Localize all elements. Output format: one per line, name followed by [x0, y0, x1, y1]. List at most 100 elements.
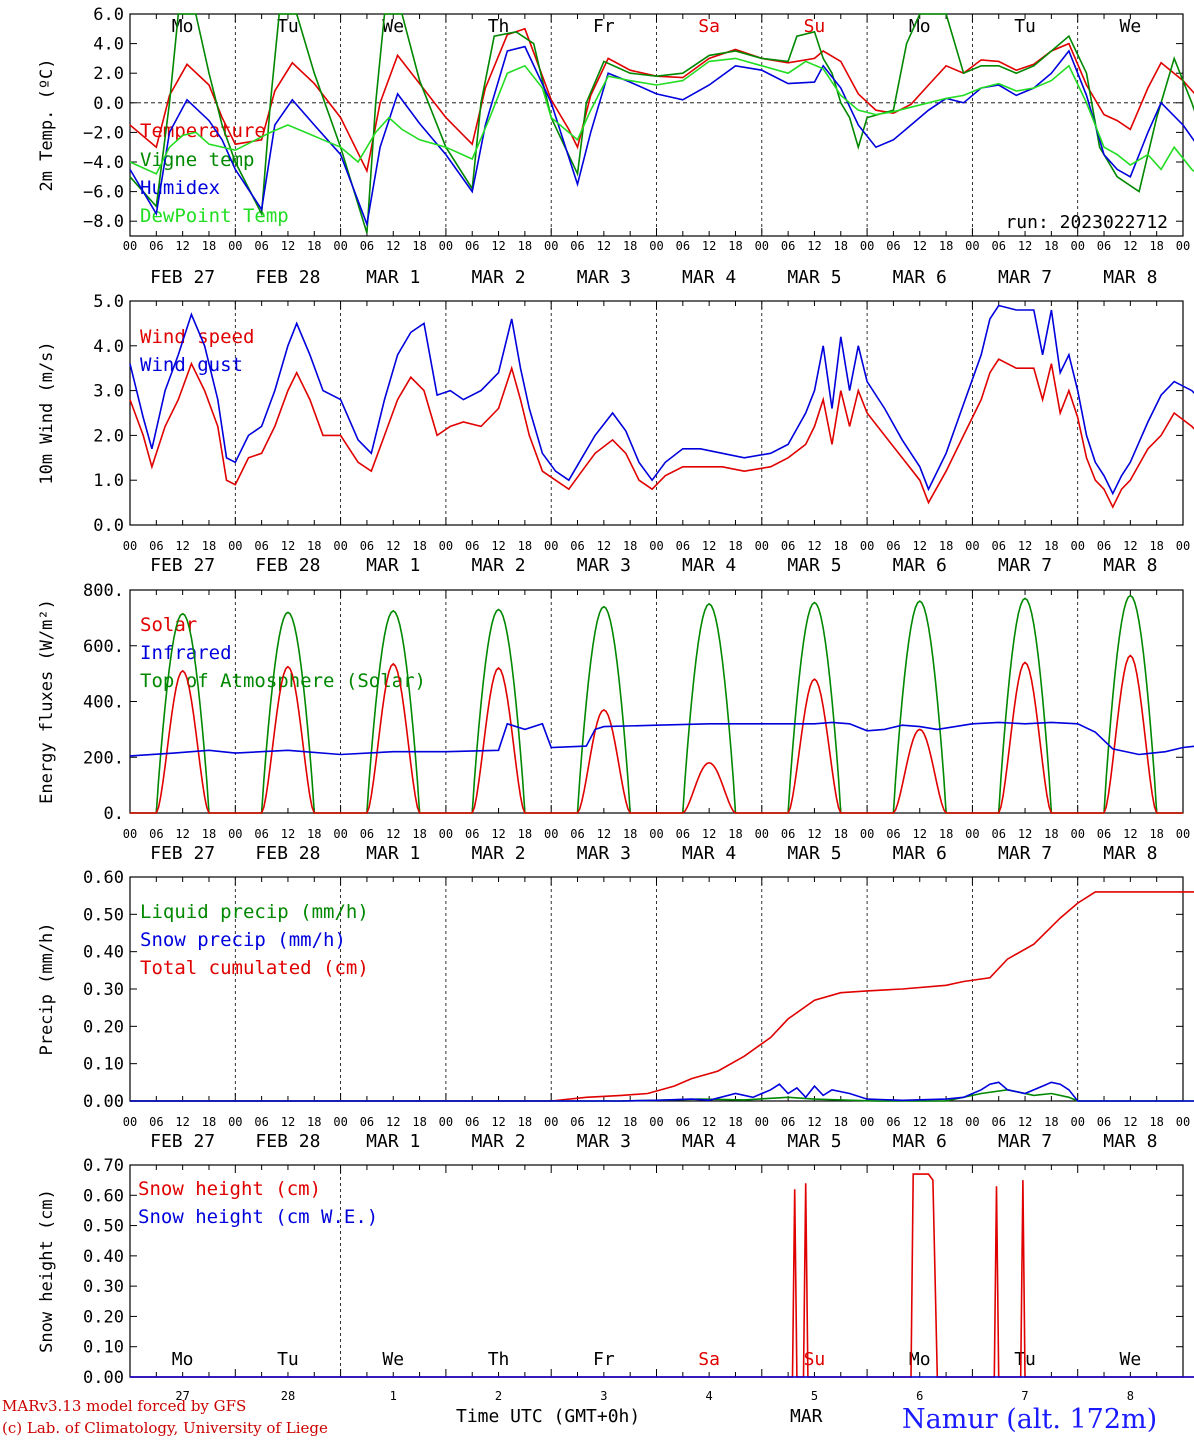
legend-entry: Infrared: [140, 642, 232, 664]
hour-label: 06: [676, 239, 690, 253]
hour-label: 18: [834, 827, 848, 841]
y-tick-label: −8.0: [83, 212, 124, 232]
weekday-label: Fr: [593, 16, 615, 37]
panel-2: 0.0 1.0 2.0 3.0 4.0 5.0 10m Wind (m/s) 00 06 12 18…: [37, 292, 1194, 576]
hour-label: 18: [518, 239, 532, 253]
hour-label: 18: [412, 1115, 426, 1129]
hour-label: 00: [333, 1115, 347, 1129]
hour-label: 00: [1176, 239, 1190, 253]
y-axis-label: 10m Wind (m/s): [37, 341, 57, 484]
hour-label: 00: [965, 539, 979, 553]
hour-label: 18: [412, 827, 426, 841]
weekday-label: Mo: [909, 1349, 931, 1370]
legend-entry: Snow height (cm W.E.): [138, 1206, 378, 1228]
hour-label: 12: [281, 1115, 295, 1129]
series-temperature: [129, 27, 1194, 174]
hour-label: 00: [649, 539, 663, 553]
date-label: MAR 7: [998, 555, 1052, 576]
y-tick-label: −2.0: [83, 123, 124, 143]
hour-label: 18: [1149, 539, 1163, 553]
hour-label: 00: [1070, 539, 1084, 553]
hour-label: 00: [860, 239, 874, 253]
hour-label: 06: [360, 239, 374, 253]
date-label: MAR 5: [787, 267, 841, 288]
hour-label: 06: [465, 827, 479, 841]
bottom-day-number: 28: [281, 1389, 295, 1403]
hour-label: 06: [886, 827, 900, 841]
hour-label: 06: [360, 827, 374, 841]
hour-label: 00: [123, 539, 137, 553]
series-snow-precip-mm-h: [130, 1081, 1194, 1102]
hour-label: 00: [544, 239, 558, 253]
hour-label: 12: [913, 539, 927, 553]
y-axis-label: 2m Temp. (ºC): [37, 58, 57, 191]
hour-label: 12: [1018, 1115, 1032, 1129]
bottom-day-number: 4: [706, 1389, 713, 1403]
hour-label: 18: [939, 827, 953, 841]
weekday-label: Th: [488, 16, 510, 37]
hour-label: 12: [597, 827, 611, 841]
hour-label: 06: [254, 239, 268, 253]
hour-label: 18: [834, 539, 848, 553]
hour-label: 12: [913, 1115, 927, 1129]
weekday-label: Su: [804, 16, 826, 37]
hour-label: 18: [518, 539, 532, 553]
hour-label: 00: [755, 1115, 769, 1129]
series-humidex: [129, 45, 1194, 228]
hour-label: 18: [728, 539, 742, 553]
date-label: MAR 4: [682, 843, 736, 864]
weekday-label: We: [1120, 16, 1142, 37]
hour-label: 06: [254, 827, 268, 841]
hour-label: 00: [333, 239, 347, 253]
date-label: MAR 6: [893, 843, 947, 864]
hour-label: 00: [755, 539, 769, 553]
legend-entry: Humidex: [140, 177, 220, 199]
hour-label: 18: [939, 539, 953, 553]
y-tick-label: 0.00: [83, 1092, 124, 1112]
hour-label: 18: [623, 1115, 637, 1129]
y-tick-label: 800.: [83, 581, 124, 601]
y-tick-label: 4.0: [93, 337, 124, 357]
y-axis-label: Snow height (cm): [37, 1189, 57, 1353]
hour-label: 06: [465, 239, 479, 253]
weekday-label: We: [382, 1349, 404, 1370]
date-label: MAR 5: [787, 1131, 841, 1152]
bottom-day-number: 27: [175, 1389, 189, 1403]
hour-label: 12: [597, 239, 611, 253]
bottom-day-number: 8: [1127, 1389, 1134, 1403]
hour-label: 12: [1123, 827, 1137, 841]
hour-label: 00: [860, 1115, 874, 1129]
hour-label: 00: [544, 1115, 558, 1129]
hour-label: 06: [360, 1115, 374, 1129]
hour-label: 12: [281, 239, 295, 253]
hour-label: 06: [254, 539, 268, 553]
y-tick-label: 0.60: [83, 1186, 124, 1206]
date-label: MAR 6: [893, 555, 947, 576]
date-label: MAR 2: [471, 555, 525, 576]
hour-label: 00: [439, 1115, 453, 1129]
hour-label: 12: [1123, 239, 1137, 253]
footer-xlabel: Time UTC (GMT+0h): [456, 1406, 640, 1427]
legend-entry: Snow precip (mm/h): [140, 929, 346, 951]
hour-label: 00: [1176, 539, 1190, 553]
hour-label: 12: [491, 239, 505, 253]
station-label: Namur (alt. 172m): [902, 1404, 1157, 1435]
solar-line: [130, 654, 1183, 814]
hour-label: 06: [991, 827, 1005, 841]
date-label: MAR 1: [366, 1131, 420, 1152]
hour-label: 00: [965, 827, 979, 841]
hour-label: 12: [386, 539, 400, 553]
date-label: MAR 5: [787, 843, 841, 864]
footer-lab: (c) Lab. of Climatology, University of L…: [2, 1419, 328, 1437]
date-label: FEB 27: [150, 1131, 215, 1152]
date-label: MAR 3: [577, 1131, 631, 1152]
hour-label: 12: [597, 1115, 611, 1129]
date-label: MAR 3: [577, 843, 631, 864]
hour-label: 12: [386, 239, 400, 253]
hour-label: 00: [1070, 1115, 1084, 1129]
hour-label: 12: [702, 239, 716, 253]
weekday-label: Tu: [277, 16, 299, 37]
series-dewpoint-temp: [129, 57, 1194, 175]
hour-label: 00: [439, 827, 453, 841]
date-label: MAR 8: [1103, 555, 1157, 576]
